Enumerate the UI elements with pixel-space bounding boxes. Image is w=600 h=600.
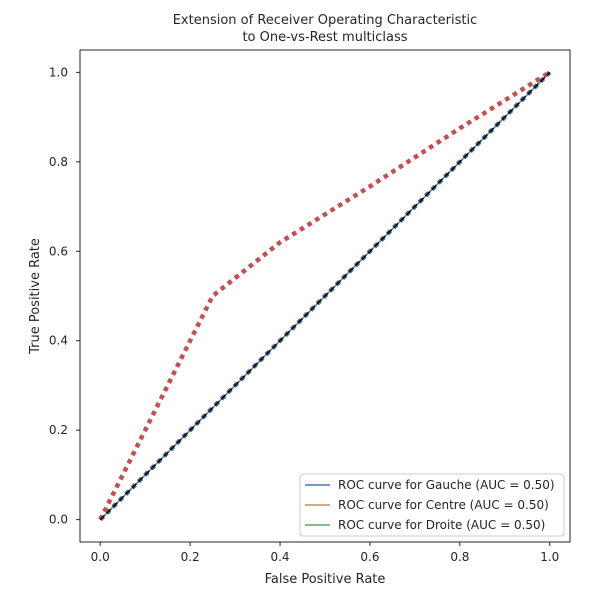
x-tick-label: 0.6 (360, 550, 379, 564)
y-ticks: 0.0 0.2 0.4 0.6 0.8 1.0 (49, 65, 80, 527)
y-tick-label: 1.0 (49, 65, 68, 79)
x-axis-label: False Positive Rate (265, 572, 386, 587)
roc-series-line (99, 71, 551, 521)
y-tick-label: 0.6 (49, 244, 68, 258)
x-tick-label: 0.2 (181, 550, 200, 564)
x-tick-label: 1.0 (540, 550, 559, 564)
series-layer (98, 70, 552, 522)
legend-label: ROC curve for Centre (AUC = 0.50) (338, 498, 549, 512)
y-tick-label: 0.2 (49, 423, 68, 437)
chart-title-line2: to One-vs-Rest multiclass (242, 30, 407, 45)
x-tick-label: 0.8 (450, 550, 469, 564)
legend-frame (299, 473, 565, 537)
y-tick-label: 0.4 (49, 334, 68, 348)
roc-series-line (98, 70, 551, 521)
legend-label: ROC curve for Droite (AUC = 0.50) (338, 518, 545, 532)
legend-label: ROC curve for Gauche (AUC = 0.50) (338, 478, 555, 492)
x-tick-label: 0.0 (91, 550, 110, 564)
x-tick-label: 0.4 (270, 550, 289, 564)
x-ticks: 0.0 0.2 0.4 0.6 0.8 1.0 (91, 542, 559, 564)
chart-title-line1: Extension of Receiver Operating Characte… (173, 13, 478, 28)
y-tick-label: 0.0 (49, 513, 68, 527)
y-tick-label: 0.8 (49, 155, 68, 169)
legend: ROC curve for Gauche (AUC = 0.50) ROC cur… (299, 473, 565, 537)
y-axis-label: True Positive Rate (28, 238, 43, 355)
